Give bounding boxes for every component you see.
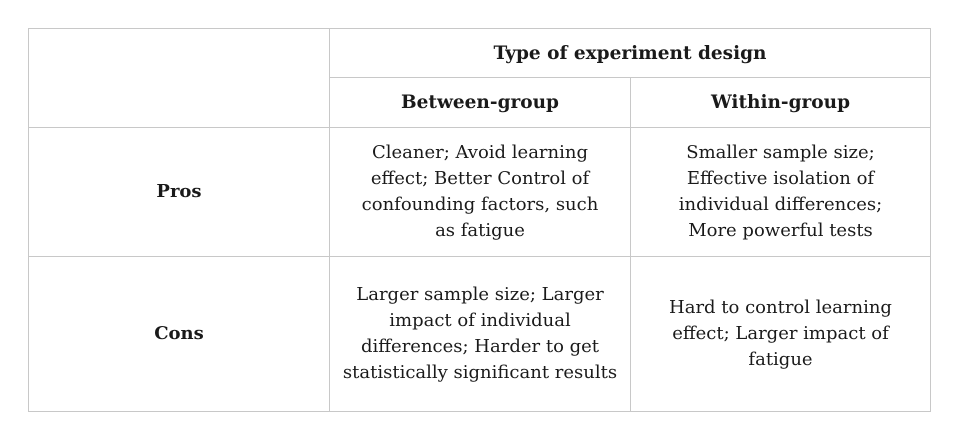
- comparison-table: Type of experiment design Between-group …: [28, 28, 931, 412]
- pros-within-cell: Smaller sample size; Effective isolation…: [630, 127, 931, 257]
- table-row-cons: Cons Larger sample size; Larger impact o…: [28, 256, 931, 412]
- header-row-columns: Between-group Within-group: [29, 77, 931, 128]
- column-header-within-text: Within-group: [710, 92, 851, 113]
- column-header-between: Between-group: [329, 77, 631, 128]
- row-label-cons: Cons: [154, 323, 204, 344]
- group-header-cell: Type of experiment design: [329, 28, 931, 78]
- cons-between-text: Larger sample size; Larger impact of ind…: [342, 284, 618, 383]
- pros-within-text: Smaller sample size; Effective isolation…: [678, 142, 883, 241]
- cons-within-cell: Hard to control learning effect; Larger …: [630, 256, 931, 412]
- row-label-cell-cons: Cons: [28, 256, 330, 412]
- column-header-between-text: Between-group: [401, 92, 559, 113]
- cons-within-text: Hard to control learning effect; Larger …: [669, 297, 892, 370]
- row-label-cell-pros: Pros: [28, 127, 330, 257]
- group-header-text: Type of experiment design: [493, 42, 767, 64]
- pros-between-text: Cleaner; Avoid learning effect; Better C…: [361, 142, 599, 241]
- table-row-pros: Pros Cleaner; Avoid learning effect; Bet…: [28, 127, 931, 257]
- row-label-pros: Pros: [156, 181, 202, 202]
- corner-empty-cell: [28, 28, 330, 128]
- header-row-group: Type of experiment design: [28, 28, 931, 128]
- pros-between-cell: Cleaner; Avoid learning effect; Better C…: [329, 127, 631, 257]
- cons-between-cell: Larger sample size; Larger impact of ind…: [329, 256, 631, 412]
- column-header-within: Within-group: [630, 77, 931, 128]
